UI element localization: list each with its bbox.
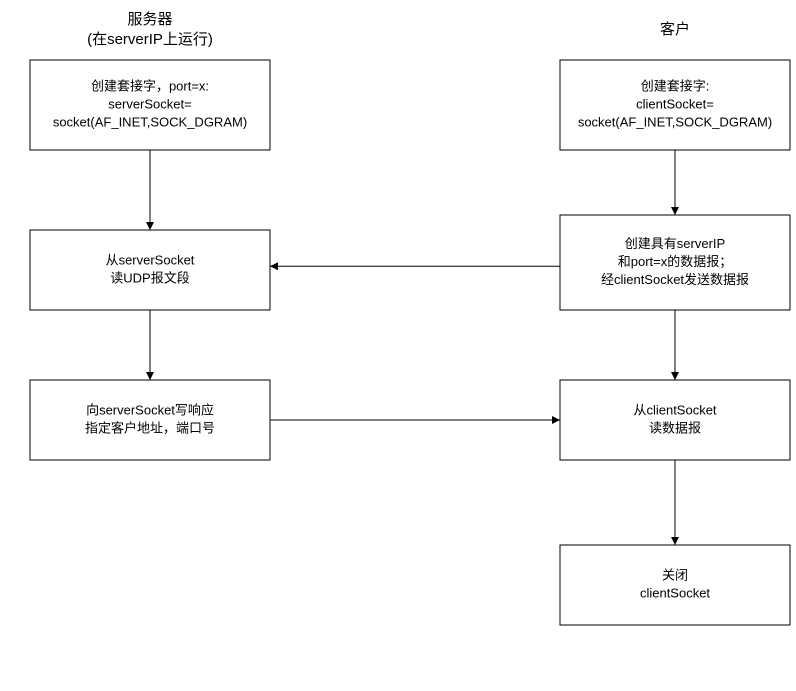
node-s1-line2: socket(AF_INET,SOCK_DGRAM): [53, 114, 247, 129]
node-s1-line0: 创建套接字，port=x:: [91, 78, 209, 93]
node-c1-line2: socket(AF_INET,SOCK_DGRAM): [578, 114, 772, 129]
node-c1-line0: 创建套接字:: [641, 78, 710, 93]
node-c2-line0: 创建具有serverIP: [625, 236, 725, 251]
node-s3-line0: 向serverSocket写响应: [86, 402, 214, 417]
node-c2-line1: 和port=x的数据报；: [618, 254, 733, 270]
node-c3-line0: 从clientSocket: [633, 402, 716, 417]
node-c1-line1: clientSocket=: [636, 96, 714, 111]
client-header-line0: 客户: [660, 21, 690, 38]
node-s1-line1: serverSocket=: [108, 96, 191, 111]
node-c2-line2: 经clientSocket发送数据报: [601, 272, 749, 287]
node-c4-line1: clientSocket: [640, 585, 710, 600]
server-header-line1: (在serverIP上运行): [87, 31, 213, 48]
node-s2-line0: 从serverSocket: [106, 252, 195, 267]
node-s3-line1: 指定客户地址，端口号: [85, 420, 215, 435]
node-c4-line0: 关闭: [662, 567, 688, 582]
node-s2-line1: 读UDP报文段: [110, 270, 189, 285]
server-header-line0: 服务器: [127, 11, 172, 28]
node-c3-line1: 读数据报: [649, 420, 701, 435]
flowchart-canvas: 服务器 (在serverIP上运行) 客户创建套接字，port=x: serverSo…: [0, 0, 796, 691]
